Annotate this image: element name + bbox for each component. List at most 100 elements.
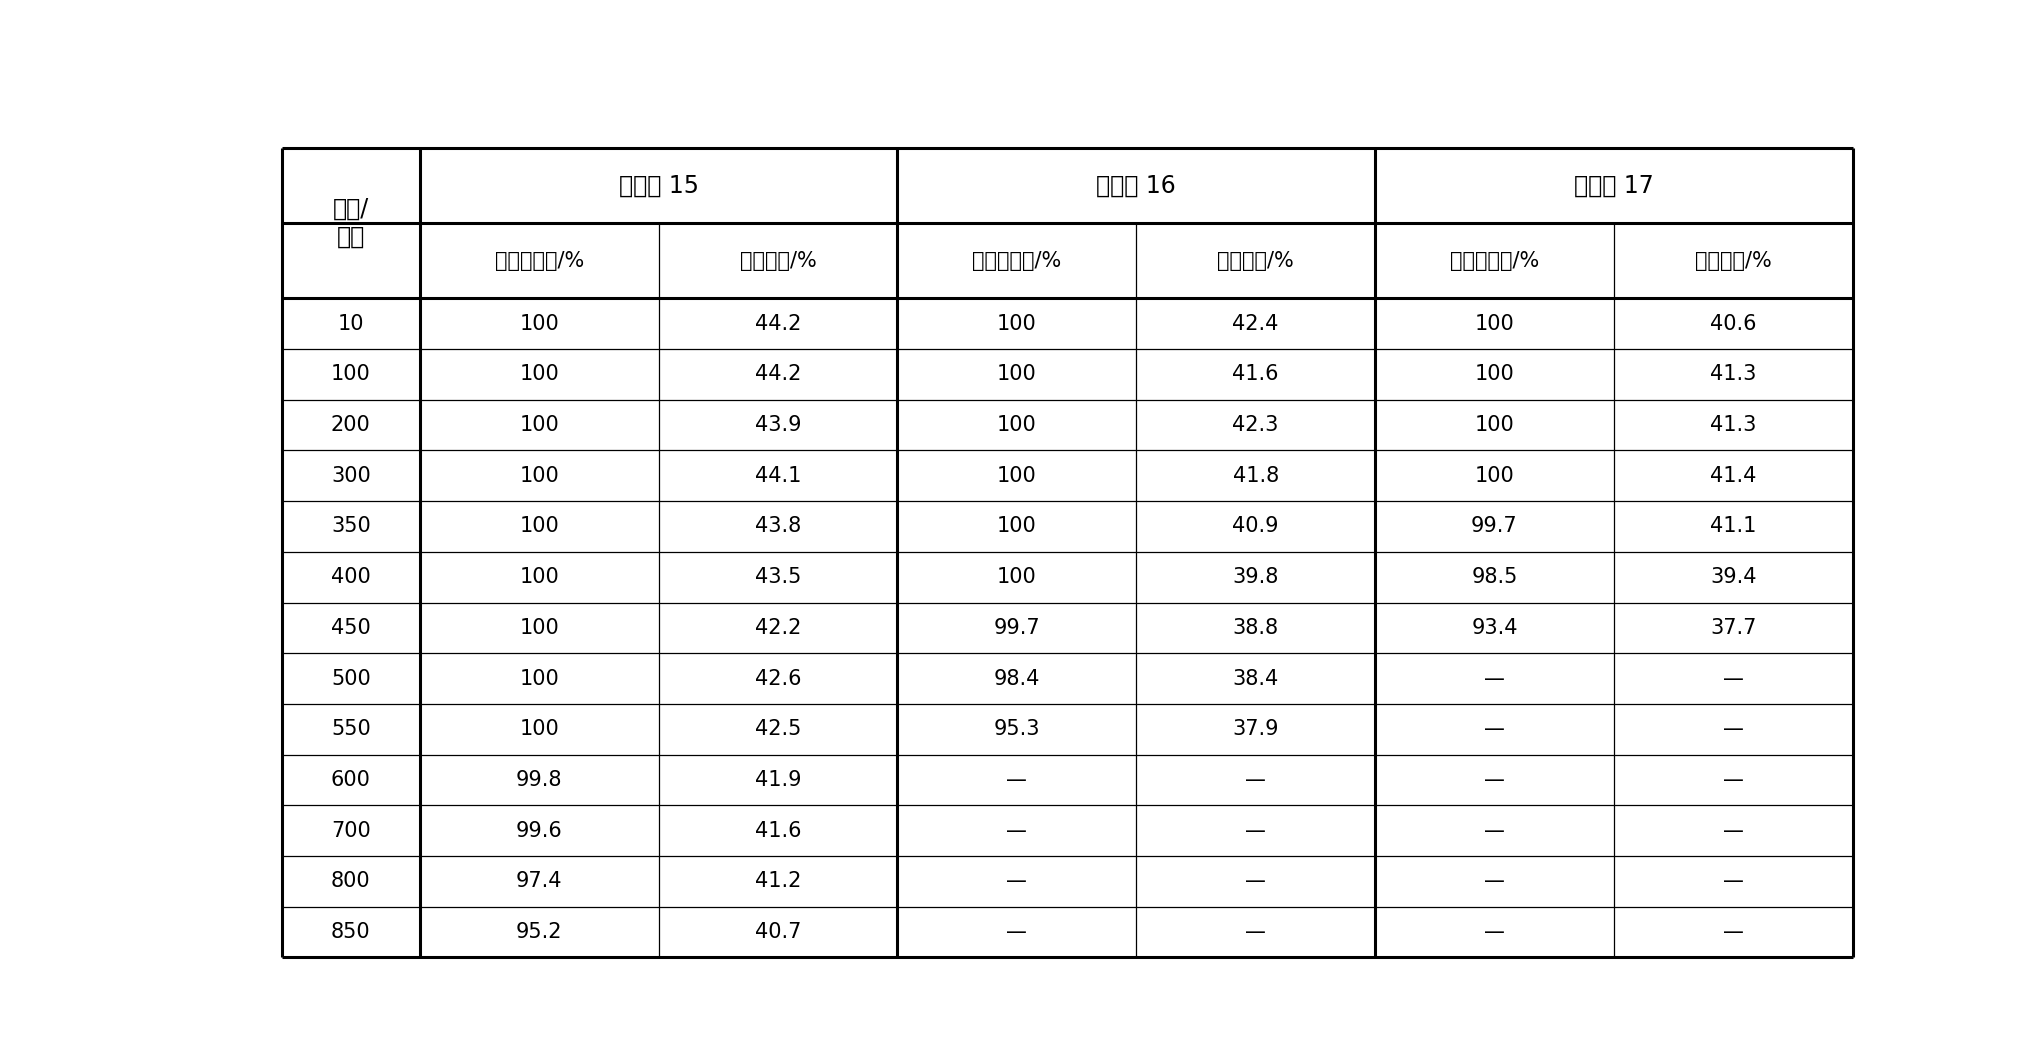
Text: 42.4: 42.4 bbox=[1232, 313, 1279, 333]
Text: 800: 800 bbox=[330, 872, 371, 891]
Text: 100: 100 bbox=[519, 364, 559, 384]
Text: 99.6: 99.6 bbox=[517, 821, 564, 841]
Text: 95.3: 95.3 bbox=[993, 719, 1040, 739]
Text: 40.9: 40.9 bbox=[1232, 516, 1279, 536]
Text: 44.1: 44.1 bbox=[754, 466, 801, 485]
Text: 200: 200 bbox=[330, 415, 371, 435]
Text: 100: 100 bbox=[519, 567, 559, 587]
Text: 97.4: 97.4 bbox=[517, 872, 564, 891]
Text: 99.7: 99.7 bbox=[993, 618, 1040, 638]
Text: 37.9: 37.9 bbox=[1232, 719, 1279, 739]
Text: —: — bbox=[1484, 669, 1504, 688]
Text: 甲醇转化率/%: 甲醇转化率/% bbox=[1449, 251, 1538, 271]
Text: 37.7: 37.7 bbox=[1711, 618, 1755, 638]
Text: 38.4: 38.4 bbox=[1232, 669, 1279, 688]
Text: 甲醇转化率/%: 甲醇转化率/% bbox=[973, 251, 1062, 271]
Text: 100: 100 bbox=[997, 466, 1036, 485]
Text: 850: 850 bbox=[330, 922, 371, 942]
Text: —: — bbox=[1245, 922, 1267, 942]
Text: 41.6: 41.6 bbox=[754, 821, 801, 841]
Text: 41.3: 41.3 bbox=[1711, 415, 1755, 435]
Text: 95.2: 95.2 bbox=[517, 922, 564, 942]
Text: 300: 300 bbox=[330, 466, 371, 485]
Text: —: — bbox=[1245, 770, 1267, 790]
Text: —: — bbox=[1723, 669, 1743, 688]
Text: —: — bbox=[1723, 719, 1743, 739]
Text: —: — bbox=[1484, 922, 1504, 942]
Text: 100: 100 bbox=[519, 415, 559, 435]
Text: 实施例 15: 实施例 15 bbox=[618, 173, 699, 198]
Text: —: — bbox=[1484, 770, 1504, 790]
Text: —: — bbox=[1245, 872, 1267, 891]
Text: 450: 450 bbox=[330, 618, 371, 638]
Text: 100: 100 bbox=[1474, 415, 1514, 435]
Text: 10: 10 bbox=[339, 313, 365, 333]
Text: 实施例 16: 实施例 16 bbox=[1097, 173, 1176, 198]
Text: 42.6: 42.6 bbox=[754, 669, 801, 688]
Text: 甲醇转化率/%: 甲醇转化率/% bbox=[495, 251, 584, 271]
Text: 100: 100 bbox=[997, 415, 1036, 435]
Text: 100: 100 bbox=[997, 516, 1036, 536]
Text: 比较例 17: 比较例 17 bbox=[1573, 173, 1654, 198]
Text: 43.8: 43.8 bbox=[754, 516, 801, 536]
Text: 100: 100 bbox=[997, 567, 1036, 587]
Text: 99.7: 99.7 bbox=[1472, 516, 1518, 536]
Text: 41.9: 41.9 bbox=[754, 770, 801, 790]
Text: 40.7: 40.7 bbox=[754, 922, 801, 942]
Text: 600: 600 bbox=[330, 770, 371, 790]
Text: 41.8: 41.8 bbox=[1232, 466, 1279, 485]
Text: 100: 100 bbox=[997, 364, 1036, 384]
Text: 100: 100 bbox=[1474, 313, 1514, 333]
Text: 41.2: 41.2 bbox=[754, 872, 801, 891]
Text: 44.2: 44.2 bbox=[754, 313, 801, 333]
Text: —: — bbox=[1007, 922, 1028, 942]
Text: —: — bbox=[1723, 922, 1743, 942]
Text: —: — bbox=[1723, 770, 1743, 790]
Text: 41.4: 41.4 bbox=[1711, 466, 1755, 485]
Text: 93.4: 93.4 bbox=[1472, 618, 1518, 638]
Text: 时间/
小时: 时间/ 小时 bbox=[332, 198, 369, 249]
Text: 99.8: 99.8 bbox=[517, 770, 564, 790]
Text: 41.6: 41.6 bbox=[1232, 364, 1279, 384]
Text: 100: 100 bbox=[997, 313, 1036, 333]
Text: 100: 100 bbox=[330, 364, 371, 384]
Text: 38.8: 38.8 bbox=[1232, 618, 1279, 638]
Text: 41.3: 41.3 bbox=[1711, 364, 1755, 384]
Text: —: — bbox=[1007, 821, 1028, 841]
Text: —: — bbox=[1484, 719, 1504, 739]
Text: 98.4: 98.4 bbox=[993, 669, 1040, 688]
Text: —: — bbox=[1245, 821, 1267, 841]
Text: 700: 700 bbox=[330, 821, 371, 841]
Text: 丙烯收率/%: 丙烯收率/% bbox=[1695, 251, 1772, 271]
Text: 100: 100 bbox=[1474, 466, 1514, 485]
Text: —: — bbox=[1484, 821, 1504, 841]
Text: 550: 550 bbox=[330, 719, 371, 739]
Text: 100: 100 bbox=[519, 516, 559, 536]
Text: 43.9: 43.9 bbox=[754, 415, 801, 435]
Text: 100: 100 bbox=[519, 719, 559, 739]
Text: 丙烯收率/%: 丙烯收率/% bbox=[740, 251, 817, 271]
Text: 100: 100 bbox=[519, 669, 559, 688]
Text: 400: 400 bbox=[330, 567, 371, 587]
Text: 350: 350 bbox=[330, 516, 371, 536]
Text: —: — bbox=[1723, 821, 1743, 841]
Text: 100: 100 bbox=[519, 313, 559, 333]
Text: 100: 100 bbox=[519, 466, 559, 485]
Text: 40.6: 40.6 bbox=[1711, 313, 1757, 333]
Text: —: — bbox=[1007, 770, 1028, 790]
Text: 98.5: 98.5 bbox=[1472, 567, 1518, 587]
Text: 丙烯收率/%: 丙烯收率/% bbox=[1218, 251, 1293, 271]
Text: 100: 100 bbox=[1474, 364, 1514, 384]
Text: 41.1: 41.1 bbox=[1711, 516, 1755, 536]
Text: 39.8: 39.8 bbox=[1232, 567, 1279, 587]
Text: 39.4: 39.4 bbox=[1711, 567, 1757, 587]
Text: 42.5: 42.5 bbox=[754, 719, 801, 739]
Text: 42.3: 42.3 bbox=[1232, 415, 1279, 435]
Text: —: — bbox=[1007, 872, 1028, 891]
Text: 44.2: 44.2 bbox=[754, 364, 801, 384]
Text: 500: 500 bbox=[330, 669, 371, 688]
Text: —: — bbox=[1484, 872, 1504, 891]
Text: 43.5: 43.5 bbox=[754, 567, 801, 587]
Text: —: — bbox=[1723, 872, 1743, 891]
Text: 100: 100 bbox=[519, 618, 559, 638]
